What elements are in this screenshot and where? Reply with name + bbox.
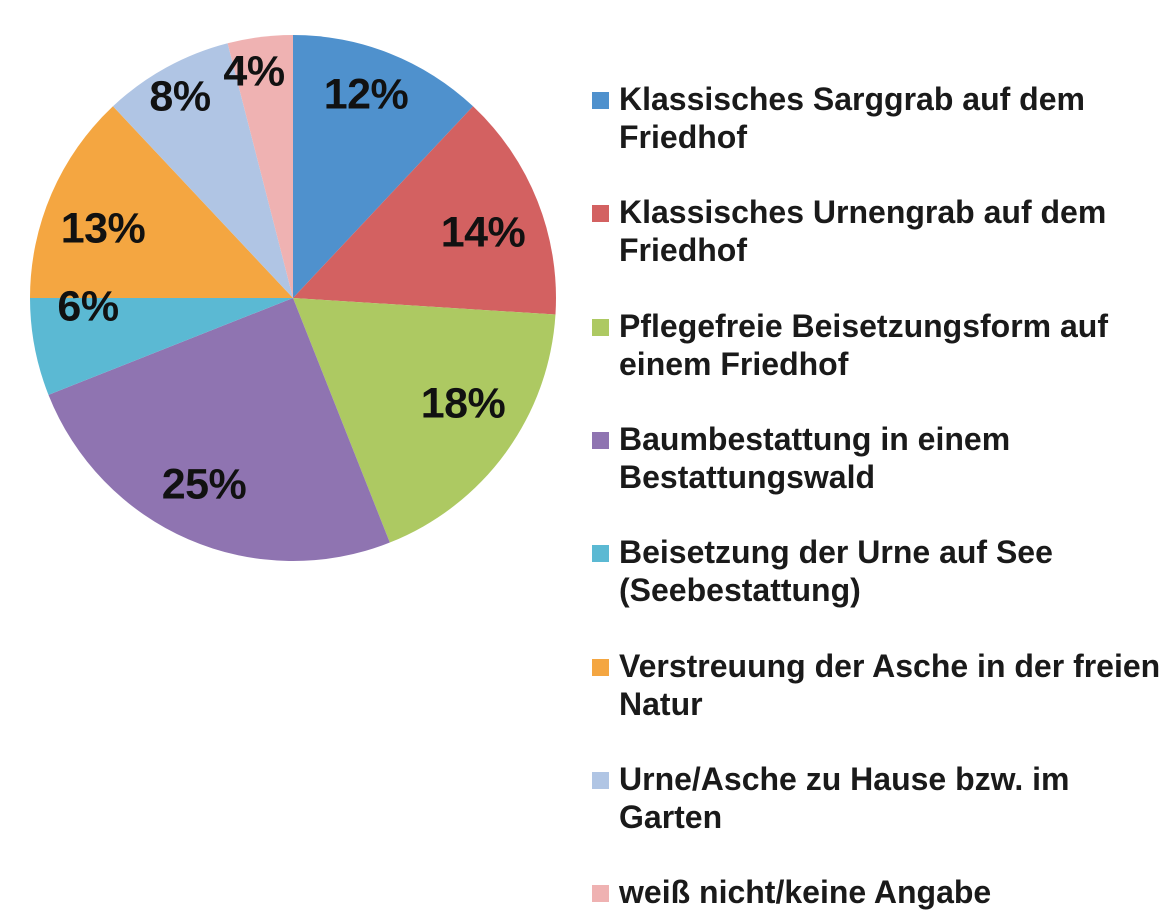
pie-slice-seebestattung (30, 298, 293, 395)
pie-slice-urnengrab (293, 106, 556, 315)
slice-label-sarggrab: 12% (323, 70, 409, 119)
legend-item-keine-angabe: weiß nicht/keine Angabe (592, 873, 1176, 911)
legend-label: Verstreuung der Asche in der freien Natu… (619, 648, 1161, 722)
pie-slice-keine-angabe (227, 35, 293, 298)
legend-swatch-icon (592, 885, 609, 902)
legend-item-seebestattung: Beisetzung der Urne auf See (Seebestattu… (592, 533, 1176, 609)
legend-item-urnengrab: Klassisches Urnengrab auf dem Friedhof (592, 193, 1176, 269)
legend-item-sarggrab: Klassisches Sarggrab auf dem Friedhof (592, 80, 1176, 156)
legend-swatch-icon (592, 319, 609, 336)
legend-swatch-icon (592, 772, 609, 789)
slice-label-baumbestattung: 25% (161, 460, 247, 509)
legend-label: Urne/Asche zu Hause bzw. im Garten (619, 761, 1070, 835)
legend-label: weiß nicht/keine Angabe (619, 874, 992, 910)
pie-chart (30, 35, 556, 562)
pie-slice-verstreuung (30, 106, 293, 298)
legend-label: Beisetzung der Urne auf See (Seebestattu… (619, 534, 1053, 608)
legend-swatch-icon (592, 92, 609, 109)
legend-label: Pflegefreie Beisetzungsform auf einem Fr… (619, 308, 1108, 382)
legend-item-zu-hause: Urne/Asche zu Hause bzw. im Garten (592, 760, 1176, 836)
pie-slice-sarggrab (293, 35, 474, 298)
slice-label-urnengrab: 14% (440, 208, 526, 257)
legend-swatch-icon (592, 205, 609, 222)
legend-swatch-icon (592, 545, 609, 562)
legend-item-baumbestattung: Baumbestattung in einem Bestattungswald (592, 420, 1176, 496)
pie-slice-pflegefrei (293, 298, 556, 543)
legend-item-pflegefrei: Pflegefreie Beisetzungsform auf einem Fr… (592, 307, 1176, 383)
legend-label: Klassisches Urnengrab auf dem Friedhof (619, 194, 1107, 268)
slice-label-zu-hause: 8% (149, 72, 211, 121)
legend-swatch-icon (592, 659, 609, 676)
legend-item-verstreuung: Verstreuung der Asche in der freien Natu… (592, 647, 1176, 723)
slice-label-seebestattung: 6% (57, 282, 119, 331)
legend-label: Klassisches Sarggrab auf dem Friedhof (619, 81, 1085, 155)
pie-slice-zu-hause (112, 43, 294, 299)
legend-swatch-icon (592, 432, 609, 449)
legend-label: Baumbestattung in einem Bestattungswald (619, 421, 1011, 495)
slice-label-verstreuung: 13% (60, 204, 146, 253)
slice-label-pflegefrei: 18% (420, 379, 506, 428)
pie-slice-baumbestattung (48, 298, 390, 562)
slice-label-keine-angabe: 4% (223, 47, 285, 96)
